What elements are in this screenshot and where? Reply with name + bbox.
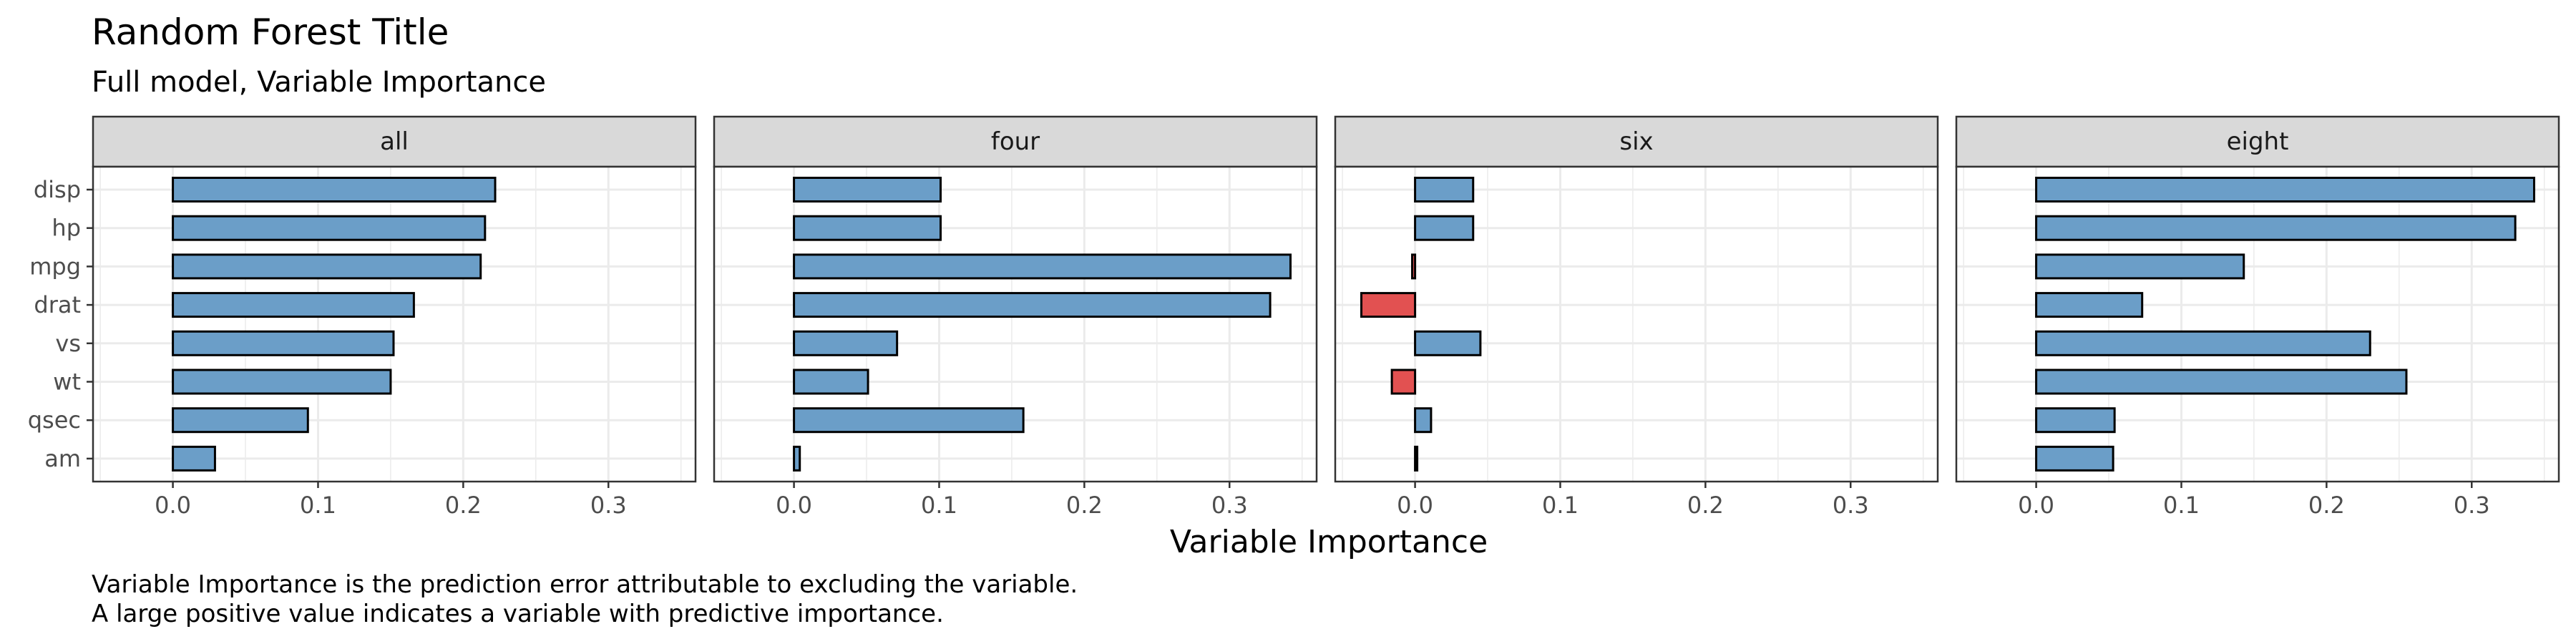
panel-border	[713, 165, 1318, 483]
chart-title: Random Forest Title	[92, 11, 449, 53]
x-tick-label: 0.2	[2308, 492, 2345, 519]
plot-background	[93, 167, 696, 482]
y-tick-label-disp: disp	[34, 176, 81, 203]
bar-four-hp	[793, 215, 942, 241]
facet-strip-label: four	[991, 127, 1040, 156]
facet-panels: all 0.0 0.1 0.2 0.3 four 0.0 0.1 0.2 0.3 six 0.0 0.1…	[28, 115, 2560, 519]
bar-all-disp	[172, 177, 497, 203]
facet-strip	[713, 115, 1318, 168]
x-tick-label: 0.3	[590, 492, 627, 519]
x-tick-label: 0.2	[1687, 492, 1724, 519]
plot-background	[1335, 167, 1938, 482]
plot-background	[714, 167, 1317, 482]
bar-all-mpg	[172, 253, 482, 280]
x-tick-label: 0.3	[1211, 492, 1248, 519]
bar-eight-hp	[2035, 215, 2517, 241]
bar-all-drat	[172, 292, 415, 318]
bar-six-mpg	[1411, 253, 1417, 280]
bar-six-vs	[1414, 330, 1482, 356]
bar-six-am	[1414, 445, 1419, 472]
bar-six-wt	[1390, 369, 1417, 395]
x-tick-label: 0.0	[1397, 492, 1433, 519]
bar-six-hp	[1414, 215, 1475, 241]
bar-all-hp	[172, 215, 487, 241]
y-tick-label-am: am	[44, 445, 81, 472]
x-tick-label: 0.0	[776, 492, 812, 519]
x-tick-label: 0.3	[1833, 492, 1869, 519]
facet-panel-all: all 0.0 0.1 0.2 0.3	[92, 115, 697, 519]
bar-eight-mpg	[2035, 253, 2245, 280]
bar-four-am	[793, 445, 801, 472]
x-tick-label: 0.1	[2163, 492, 2200, 519]
bar-six-qsec	[1414, 407, 1433, 434]
bar-four-wt	[793, 369, 869, 395]
facet-strip	[92, 115, 697, 168]
chart-subtitle: Full model, Variable Importance	[92, 66, 546, 99]
bar-six-drat	[1360, 292, 1417, 318]
y-tick-label-wt: wt	[53, 369, 81, 396]
bar-four-drat	[793, 292, 1272, 318]
facet-panel-six: six 0.0 0.1 0.2 0.3	[1334, 115, 1939, 519]
panel-border	[92, 165, 697, 483]
caption-line-1: Variable Importance is the prediction er…	[92, 570, 1078, 599]
x-tick-label: 0.3	[2454, 492, 2490, 519]
x-axis-label: Variable Importance	[1170, 524, 1488, 560]
panel-border	[1955, 165, 2560, 483]
x-tick-label: 0.2	[1066, 492, 1103, 519]
x-tick-label: 0.1	[300, 492, 336, 519]
bar-four-disp	[793, 177, 942, 203]
plot-background	[1956, 167, 2559, 482]
y-tick-label-qsec: qsec	[28, 406, 81, 434]
x-tick-label: 0.1	[921, 492, 957, 519]
bar-eight-drat	[2035, 292, 2144, 318]
y-tick-label-drat: drat	[34, 291, 81, 318]
x-tick-label: 0.1	[1542, 492, 1579, 519]
facet-strip-label: eight	[2227, 127, 2289, 156]
bar-six-disp	[1414, 177, 1475, 203]
bar-four-mpg	[793, 253, 1292, 280]
bar-eight-disp	[2035, 177, 2536, 203]
bar-all-am	[172, 445, 216, 472]
bar-eight-qsec	[2035, 407, 2116, 434]
bar-all-qsec	[172, 407, 309, 434]
bar-all-wt	[172, 369, 392, 395]
bar-eight-vs	[2035, 330, 2371, 356]
facet-panel-four: four 0.0 0.1 0.2 0.3	[713, 115, 1318, 519]
facet-strip-label: all	[380, 127, 409, 156]
y-tick-label-vs: vs	[55, 330, 81, 357]
bar-eight-am	[2035, 445, 2114, 472]
facet-strip-label: six	[1619, 127, 1653, 156]
bar-all-vs	[172, 330, 395, 356]
y-tick-label-hp: hp	[52, 215, 81, 242]
bar-eight-wt	[2035, 369, 2408, 395]
bar-four-vs	[793, 330, 899, 356]
caption-line-2: A large positive value indicates a varia…	[92, 600, 944, 628]
bar-four-qsec	[793, 407, 1025, 434]
y-tick-label-mpg: mpg	[29, 253, 81, 280]
x-tick-label: 0.0	[2018, 492, 2054, 519]
x-tick-label: 0.0	[155, 492, 191, 519]
x-tick-label: 0.2	[445, 492, 482, 519]
panel-border	[1334, 165, 1939, 483]
facet-panel-eight: eight 0.0 0.1 0.2 0.3	[1955, 115, 2560, 519]
